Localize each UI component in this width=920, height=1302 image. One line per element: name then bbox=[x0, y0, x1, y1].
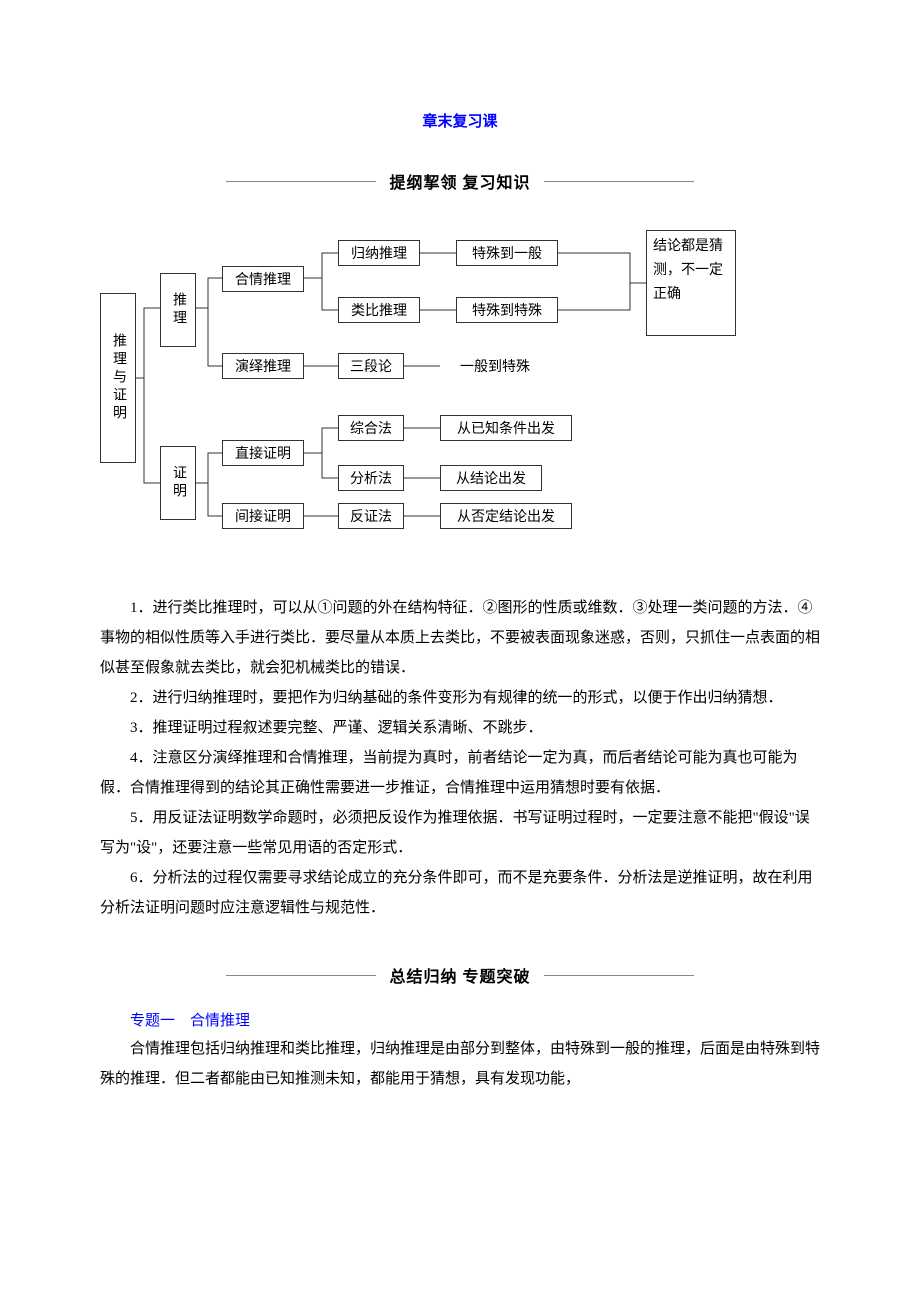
para-3: 3．推理证明过程叙述要完整、严谨、逻辑关系清晰、不跳步． bbox=[100, 713, 820, 743]
node-analysis: 分析法 bbox=[338, 465, 404, 491]
node-synthesis: 综合法 bbox=[338, 415, 404, 441]
concept-diagram: 推理与证明 推理 证明 合情推理 演绎推理 直接证明 间接证明 归纳推理 类比推… bbox=[100, 238, 820, 538]
node-spec-to-gen: 特殊到一般 bbox=[456, 240, 558, 266]
para-4: 4．注意区分演绎推理和合情推理，当前提为真时，前者结论一定为真，而后者结论可能为… bbox=[100, 743, 820, 803]
node-analogical: 类比推理 bbox=[338, 297, 420, 323]
para-1: 1．进行类比推理时，可以从①问题的外在结构特征．②图形的性质或维数．③处理一类问… bbox=[100, 593, 820, 683]
body-text-section-1: 1．进行类比推理时，可以从①问题的外在结构特征．②图形的性质或维数．③处理一类问… bbox=[100, 593, 820, 923]
node-spec-to-spec: 特殊到特殊 bbox=[456, 297, 558, 323]
section-1-header: 提纲挈领 复习知识 bbox=[100, 169, 820, 193]
node-deductive: 演绎推理 bbox=[222, 353, 304, 379]
para-2: 2．进行归纳推理时，要把作为归纳基础的条件变形为有规律的统一的形式，以便于作出归… bbox=[100, 683, 820, 713]
chapter-title: 章末复习课 bbox=[100, 110, 820, 131]
node-reasoning: 推理 bbox=[160, 273, 196, 347]
section-2-header: 总结归纳 专题突破 bbox=[100, 963, 820, 987]
node-contradiction: 反证法 bbox=[338, 503, 404, 529]
topic-1-title: 专题一 合情推理 bbox=[100, 1009, 820, 1030]
node-direct: 直接证明 bbox=[222, 440, 304, 466]
node-root: 推理与证明 bbox=[100, 293, 136, 463]
node-proof: 证明 bbox=[160, 446, 196, 520]
node-from-conclusion: 从结论出发 bbox=[440, 465, 542, 491]
node-plausible: 合情推理 bbox=[222, 266, 304, 292]
para-6: 6．分析法的过程仅需要寻求结论成立的充分条件即可，而不是充要条件．分析法是逆推证… bbox=[100, 863, 820, 923]
node-from-known: 从已知条件出发 bbox=[440, 415, 572, 441]
node-from-negation: 从否定结论出发 bbox=[440, 503, 572, 529]
node-guess-note: 结论都是猜测，不一定正确 bbox=[646, 230, 736, 336]
node-gen-to-spec: 一般到特殊 bbox=[440, 353, 550, 379]
node-syllogism: 三段论 bbox=[338, 353, 404, 379]
section-1-title: 提纲挈领 复习知识 bbox=[389, 175, 530, 192]
topic-1-para: 合情推理包括归纳推理和类比推理，归纳推理是由部分到整体，由特殊到一般的推理，后面… bbox=[100, 1034, 820, 1094]
para-5: 5．用反证法证明数学命题时，必须把反设作为推理依据．书写证明过程时，一定要注意不… bbox=[100, 803, 820, 863]
node-inductive: 归纳推理 bbox=[338, 240, 420, 266]
topic-1-body: 合情推理包括归纳推理和类比推理，归纳推理是由部分到整体，由特殊到一般的推理，后面… bbox=[100, 1034, 820, 1094]
section-2-title: 总结归纳 专题突破 bbox=[389, 969, 530, 986]
node-indirect: 间接证明 bbox=[222, 503, 304, 529]
